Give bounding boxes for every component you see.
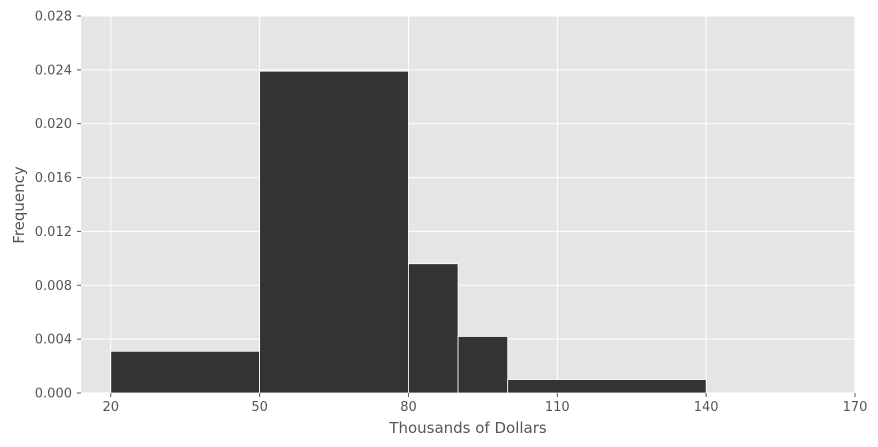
x-tick-label: 140 — [694, 400, 719, 415]
x-tick-label: 170 — [843, 400, 868, 415]
y-tick-label: 0.024 — [35, 63, 72, 78]
x-axis-ticks: 20 50 80 110 140 170 — [102, 393, 867, 415]
x-tick-label: 20 — [102, 400, 119, 415]
y-tick-label: 0.020 — [35, 117, 72, 132]
histogram-bar — [259, 70, 409, 394]
y-tick-label: 0.000 — [35, 387, 72, 402]
y-tick-label: 0.028 — [35, 10, 72, 25]
histogram-bar — [507, 379, 707, 394]
y-tick-label: 0.004 — [35, 333, 72, 348]
y-axis-ticks: 0.000 0.004 0.008 0.012 0.016 0.020 0.024 0.028 — [35, 10, 81, 402]
histogram-bar — [110, 350, 261, 394]
x-tick-label: 110 — [545, 400, 570, 415]
y-tick-label: 0.012 — [35, 225, 72, 240]
histogram-bar — [408, 263, 459, 394]
x-axis-label: Thousands of Dollars — [388, 419, 547, 437]
y-tick-label: 0.008 — [35, 279, 72, 294]
plot-area — [81, 16, 855, 393]
y-tick-label: 0.016 — [35, 171, 72, 186]
histogram-bars — [110, 70, 707, 394]
x-tick-label: 80 — [400, 400, 417, 415]
x-tick-label: 50 — [251, 400, 268, 415]
y-axis-label: Frequency — [10, 166, 28, 244]
histogram-bar — [457, 336, 509, 394]
